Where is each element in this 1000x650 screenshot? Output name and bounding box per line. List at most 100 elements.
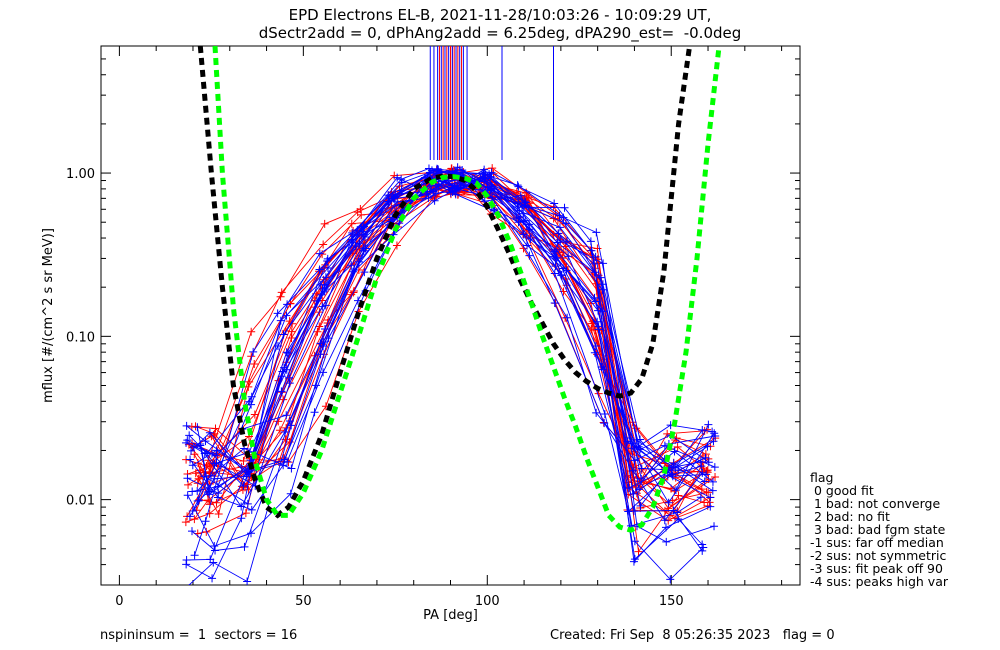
data-point-plus — [323, 263, 332, 272]
data-point-plus — [710, 463, 719, 472]
data-point-plus — [397, 178, 406, 187]
data-point-plus — [250, 359, 259, 368]
data-point-plus — [188, 507, 197, 516]
data-point-plus — [453, 163, 462, 172]
data-point-plus — [704, 420, 713, 429]
data-point-plus — [446, 188, 455, 197]
data-point-plus — [590, 293, 599, 302]
x-tick-label: 150 — [659, 594, 684, 609]
data-point-plus — [701, 453, 710, 462]
data-point-plus — [185, 512, 194, 521]
data-point-plus — [488, 164, 497, 173]
data-point-plus — [562, 266, 571, 275]
data-point-plus — [624, 507, 633, 516]
data-point-plus — [586, 299, 595, 308]
x-axis-label: PA [deg] — [423, 608, 478, 623]
chart-title-line2: dSectr2add = 0, dPhAng2add = 6.25deg, dP… — [258, 24, 742, 42]
data-point-plus — [393, 197, 402, 206]
legend-item: 1 bad: not converge — [810, 496, 941, 511]
data-point-plus — [237, 514, 246, 523]
data-point-plus — [520, 197, 529, 206]
series-trace — [199, 173, 715, 504]
data-point-plus — [282, 411, 291, 420]
data-point-plus — [310, 408, 319, 417]
data-point-plus — [704, 458, 713, 467]
data-point-plus — [181, 518, 190, 527]
data-point-plus — [592, 297, 601, 306]
data-point-plus — [515, 212, 524, 221]
data-point-plus — [190, 551, 199, 560]
data-point-plus — [514, 182, 523, 191]
data-point-plus — [205, 428, 214, 437]
data-point-plus — [323, 257, 332, 266]
data-point-plus — [323, 254, 332, 263]
y-tick-label: 1.00 — [66, 167, 95, 182]
data-point-plus — [194, 474, 203, 483]
data-point-plus — [598, 307, 607, 316]
data-point-plus — [710, 522, 719, 531]
data-point-plus — [552, 245, 561, 254]
data-point-plus — [211, 424, 220, 433]
data-point-plus — [185, 431, 194, 440]
series-trace — [197, 179, 716, 505]
data-point-plus — [384, 194, 393, 203]
data-point-plus — [636, 435, 645, 444]
x-tick-label: 0 — [115, 594, 123, 609]
data-point-plus — [564, 252, 573, 261]
data-point-plus — [186, 455, 195, 464]
data-point-plus — [357, 210, 366, 219]
legend-item: -1 sus: far off median — [810, 535, 944, 550]
data-point-plus — [209, 558, 218, 567]
data-point-plus — [624, 484, 633, 493]
data-point-plus — [587, 246, 596, 255]
legend-item: 3 bad: bad fgm state — [810, 522, 946, 537]
data-point-plus — [513, 202, 522, 211]
data-point-plus — [663, 471, 672, 480]
data-point-plus — [313, 327, 322, 336]
series-trace — [188, 171, 715, 585]
data-point-plus — [636, 501, 645, 510]
legend-item: 0 good fit — [810, 483, 874, 498]
data-point-plus — [347, 261, 356, 270]
data-point-plus — [320, 219, 329, 228]
data-point-plus — [182, 560, 191, 569]
legend-title: flag — [810, 470, 834, 485]
data-point-plus — [698, 468, 707, 477]
data-point-plus — [700, 477, 709, 486]
data-point-plus — [201, 517, 210, 526]
series-trace — [192, 171, 714, 492]
data-point-plus — [183, 474, 192, 483]
data-point-plus — [210, 542, 219, 551]
data-point-plus — [203, 487, 212, 496]
data-point-plus — [275, 426, 284, 435]
data-point-plus — [553, 238, 562, 247]
data-point-plus — [320, 287, 329, 296]
y-tick-label: 0.10 — [66, 330, 95, 345]
data-point-plus — [629, 489, 638, 498]
data-point-plus — [480, 165, 489, 174]
data-point-plus — [660, 516, 669, 525]
data-point-plus — [317, 290, 326, 299]
data-point-plus — [705, 498, 714, 507]
y-axis-label: mflux [#/(cm^2 s sr MeV)] — [41, 228, 56, 403]
data-point-plus — [550, 199, 559, 208]
data-point-plus — [315, 249, 324, 258]
data-point-plus — [205, 509, 214, 518]
data-point-plus — [184, 480, 193, 489]
data-point-plus — [213, 493, 222, 502]
data-point-plus — [669, 459, 678, 468]
data-point-plus — [395, 219, 404, 228]
data-point-plus — [318, 302, 327, 311]
data-point-plus — [487, 168, 496, 177]
data-point-plus — [671, 486, 680, 495]
data-point-plus — [319, 342, 328, 351]
data-point-plus — [239, 456, 248, 465]
data-point-plus — [239, 481, 248, 490]
data-point-plus — [243, 499, 252, 508]
data-point-plus — [279, 330, 288, 339]
data-point-plus — [592, 408, 601, 417]
data-point-plus — [632, 424, 641, 433]
data-point-plus — [555, 223, 564, 232]
data-point-plus — [483, 174, 492, 183]
data-point-plus — [525, 251, 534, 260]
